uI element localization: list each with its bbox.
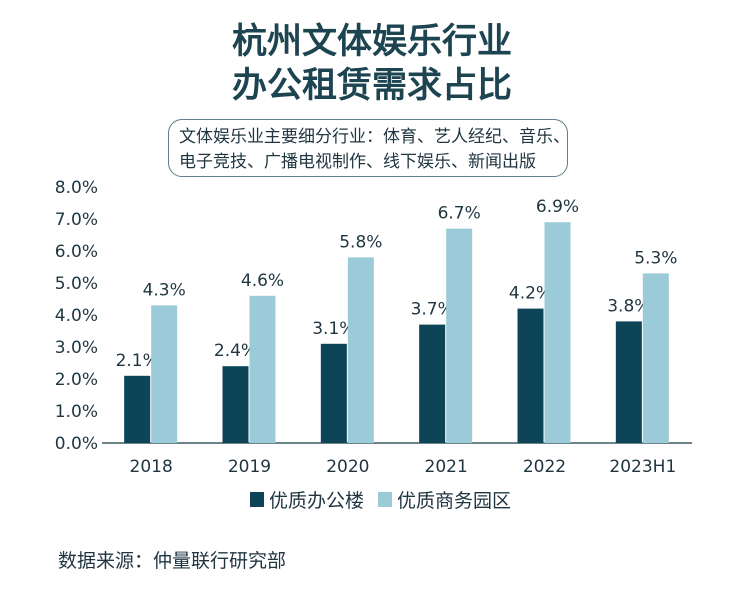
bar-park <box>446 228 473 443</box>
y-tick-label: 3.0% <box>55 338 98 358</box>
data-source: 数据来源：仲量联行研究部 <box>58 550 287 572</box>
bar-park <box>151 305 178 443</box>
chart-title-line1: 杭州文体娱乐行业 <box>231 22 512 62</box>
data-label: 6.9% <box>536 197 579 217</box>
x-tick-label: 2019 <box>228 457 271 477</box>
x-tick-label: 2022 <box>523 457 566 477</box>
bar-park <box>544 222 571 443</box>
y-tick-label: 6.0% <box>55 242 98 262</box>
y-tick-label: 1.0% <box>55 402 98 422</box>
legend-label-park: 优质商务园区 <box>397 490 512 512</box>
chart-title-line2: 办公租赁需求占比 <box>231 66 512 106</box>
bar-office <box>419 324 446 443</box>
y-tick-label: 0.0% <box>55 434 98 454</box>
y-tick-label: 8.0% <box>55 178 98 198</box>
bar-office <box>320 343 347 443</box>
bar-park <box>642 273 669 443</box>
legend-item-park: 优质商务园区 <box>378 486 511 513</box>
bar-office <box>124 375 151 443</box>
data-label: 4.3% <box>143 280 186 300</box>
y-tick-label: 5.0% <box>55 274 98 294</box>
y-tick-label: 7.0% <box>55 210 98 230</box>
x-tick-label: 2018 <box>130 457 173 477</box>
bar-office <box>517 308 544 443</box>
data-label: 4.2% <box>509 284 552 304</box>
data-label: 4.6% <box>241 271 284 291</box>
y-tick-label: 4.0% <box>55 306 98 326</box>
data-label: 2.4% <box>214 341 257 361</box>
x-tick-label: 2021 <box>425 457 468 477</box>
legend-label-office: 优质办公楼 <box>269 490 365 512</box>
x-tick-label: 2020 <box>326 457 369 477</box>
data-label: 6.7% <box>438 204 481 224</box>
note-line2: 电子竞技、广播电视制作、线下娱乐、新闻出版 <box>179 152 536 172</box>
industry-note-box: 文体娱乐业主要细分行业：体育、艺人经纪、音乐、 电子竞技、广播电视制作、线下娱乐… <box>168 119 570 177</box>
bar-park <box>249 295 276 443</box>
x-tick-label: 2023H1 <box>609 457 676 477</box>
data-label: 5.3% <box>634 248 677 268</box>
bar-office <box>222 366 249 443</box>
legend-item-office: 优质办公楼 <box>250 486 364 513</box>
data-label: 2.1% <box>116 351 159 371</box>
data-label: 5.8% <box>339 232 382 252</box>
y-tick-label: 2.0% <box>55 370 98 390</box>
note-line1: 文体娱乐业主要细分行业：体育、艺人经纪、音乐、 <box>179 127 570 147</box>
data-label: 3.1% <box>312 319 355 339</box>
data-label: 3.8% <box>607 296 650 316</box>
chart-legend: 优质办公楼 优质商务园区 <box>250 486 525 513</box>
legend-swatch-office <box>250 492 264 507</box>
bar-office <box>615 321 642 443</box>
bar-park <box>347 257 374 443</box>
data-label: 3.7% <box>411 300 454 320</box>
legend-swatch-park <box>378 492 393 507</box>
